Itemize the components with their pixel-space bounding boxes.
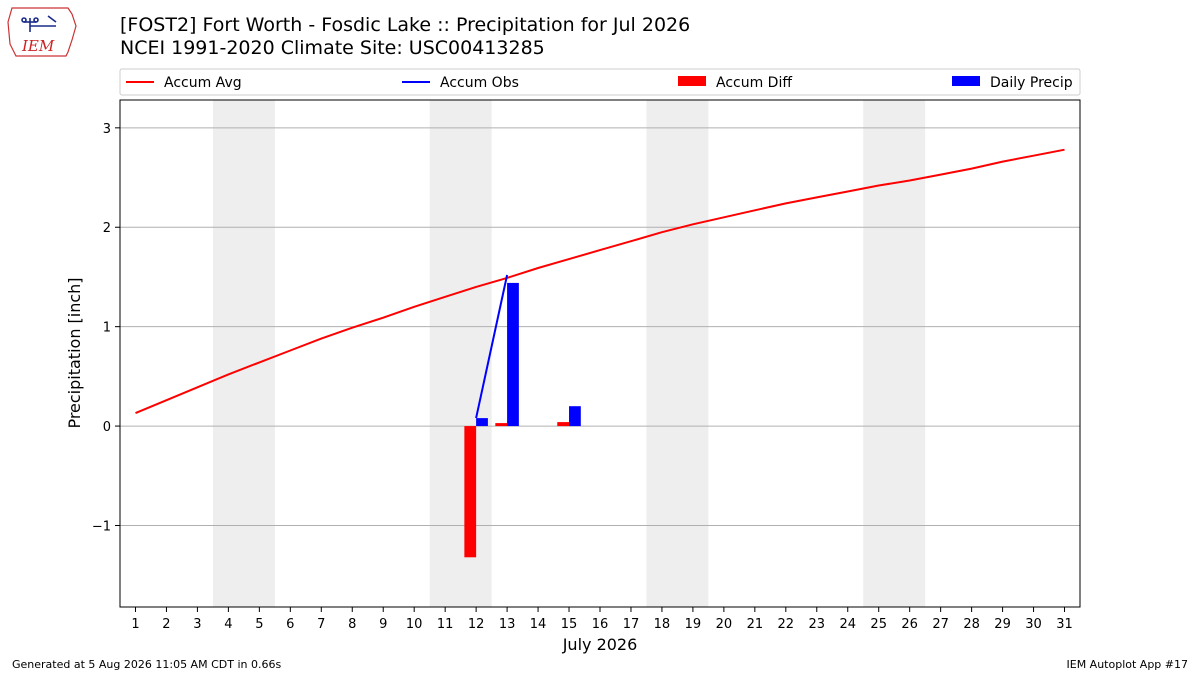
legend: Accum Avg Accum Obs Accum Diff Daily Pre… xyxy=(119,68,1081,96)
accum-obs-line xyxy=(475,274,509,419)
y-tick-label: −1 xyxy=(92,519,111,534)
y-tick-label: 3 xyxy=(103,122,111,137)
y-tick-label: 1 xyxy=(103,321,111,336)
legend-swatch-daily-precip xyxy=(952,76,980,86)
x-tick-label: 21 xyxy=(747,617,764,632)
x-tick-label: 22 xyxy=(778,617,795,632)
weekend-shade-band xyxy=(212,100,275,607)
chart-subtitle: NCEI 1991-2020 Climate Site: USC00413285 xyxy=(120,37,545,59)
accum-diff-bar xyxy=(464,426,477,558)
logo-text: IEM xyxy=(21,37,55,55)
weather-station-icon xyxy=(21,15,57,32)
accum-diff-bar xyxy=(495,423,508,427)
x-tick-label: 26 xyxy=(901,617,918,632)
footer-generated: Generated at 5 Aug 2026 11:05 AM CDT in … xyxy=(12,658,281,671)
x-tick-label: 11 xyxy=(437,617,454,632)
legend-label-accum-obs: Accum Obs xyxy=(440,75,519,91)
y-tick-label: 2 xyxy=(103,221,111,236)
weekend-shade-band xyxy=(646,100,709,607)
accum-diff-bar xyxy=(557,422,570,427)
x-tick-label: 6 xyxy=(286,617,294,632)
x-tick-label: 29 xyxy=(994,617,1011,632)
x-axis-ticks: 1 2 3 4 5 6 7 8 9 10 11 12 13 14 15 16 17 18 19 20 21 22 23 24 2… xyxy=(131,607,1073,632)
x-tick-label: 30 xyxy=(1025,617,1042,632)
x-tick-label: 8 xyxy=(348,617,356,632)
daily-precip-bar xyxy=(507,282,519,427)
x-tick-label: 3 xyxy=(193,617,201,632)
footer-app: IEM Autoplot App #17 xyxy=(1067,658,1189,671)
daily-precip-bar xyxy=(476,418,488,427)
weekend-shade-band xyxy=(429,100,492,607)
x-tick-label: 19 xyxy=(685,617,702,632)
x-tick-label: 2 xyxy=(162,617,170,632)
x-tick-label: 14 xyxy=(530,617,547,632)
legend-label-accum-avg: Accum Avg xyxy=(164,75,242,91)
iem-logo: IEM xyxy=(7,7,77,57)
legend-swatch-accum-diff xyxy=(678,76,706,86)
legend-label-daily-precip: Daily Precip xyxy=(990,75,1073,91)
daily-precip-bar xyxy=(569,406,581,427)
y-axis-label: Precipitation [inch] xyxy=(65,277,84,428)
x-tick-label: 12 xyxy=(468,617,485,632)
x-tick-label: 25 xyxy=(870,617,887,632)
x-tick-label: 13 xyxy=(499,617,516,632)
x-tick-label: 5 xyxy=(255,617,263,632)
weekend-shading xyxy=(212,100,926,607)
legend-frame xyxy=(119,68,1081,96)
y-tick-label: 0 xyxy=(103,420,111,435)
x-tick-label: 28 xyxy=(963,617,980,632)
x-tick-label: 31 xyxy=(1056,617,1073,632)
chart-title: [FOST2] Fort Worth - Fosdic Lake :: Prec… xyxy=(120,14,690,36)
x-tick-label: 10 xyxy=(406,617,423,632)
x-tick-label: 24 xyxy=(839,617,856,632)
x-tick-label: 23 xyxy=(809,617,826,632)
x-tick-label: 9 xyxy=(379,617,387,632)
iowa-state-outline-icon xyxy=(7,7,77,57)
x-tick-label: 20 xyxy=(716,617,733,632)
legend-label-accum-diff: Accum Diff xyxy=(716,75,792,91)
x-tick-label: 27 xyxy=(932,617,949,632)
x-tick-label: 1 xyxy=(131,617,139,632)
x-tick-label: 16 xyxy=(592,617,609,632)
weekend-shade-band xyxy=(863,100,926,607)
gridlines xyxy=(120,127,1080,526)
y-axis-ticks: −1 0 1 2 3 xyxy=(92,122,120,534)
accum-avg-line xyxy=(135,148,1065,415)
x-tick-label: 15 xyxy=(561,617,578,632)
x-tick-label: 4 xyxy=(224,617,232,632)
lines xyxy=(135,148,1065,419)
x-tick-label: 18 xyxy=(654,617,671,632)
x-axis-label: July 2026 xyxy=(562,635,638,654)
x-tick-label: 17 xyxy=(623,617,640,632)
x-tick-label: 7 xyxy=(317,617,325,632)
bars xyxy=(464,282,581,558)
